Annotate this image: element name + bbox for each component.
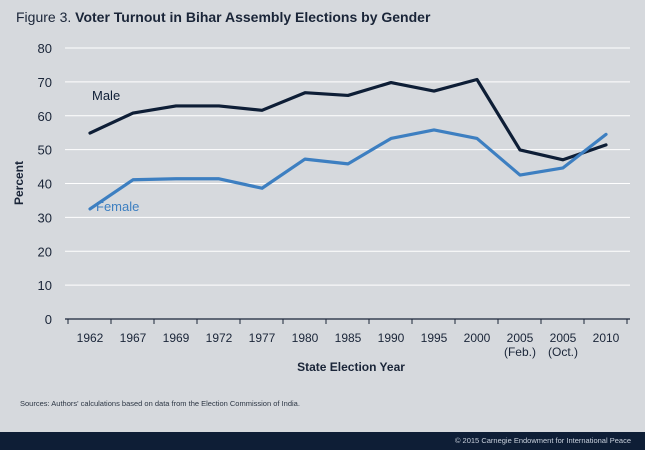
x-tick-label: 1967 — [120, 331, 147, 345]
x-tick-label: 1972 — [206, 331, 233, 345]
x-tick-label: 1969 — [163, 331, 190, 345]
y-tick-label: 80 — [38, 41, 52, 56]
x-axis-label: State Election Year — [297, 360, 405, 374]
x-tick-label: 2005 — [507, 331, 534, 345]
y-axis-ticks: 0 10 20 30 40 50 60 70 80 — [38, 41, 52, 327]
x-axis-ticks: 1962 1967 1969 1972 1977 1980 1985 1990 1995 2000… — [67, 319, 628, 359]
x-tick-label: 1985 — [335, 331, 362, 345]
sources-note: Sources: Authors' calculations based on … — [20, 399, 300, 408]
y-tick-label: 30 — [38, 210, 52, 225]
gridlines — [65, 47, 630, 320]
y-tick-label: 70 — [38, 75, 52, 90]
y-tick-label: 50 — [38, 143, 52, 158]
x-tick-label: 2000 — [464, 331, 491, 345]
y-tick-label: 0 — [45, 312, 52, 327]
x-tick-label: 2005 — [550, 331, 577, 345]
x-tick-label: 1995 — [421, 331, 448, 345]
copyright: © 2015 Carnegie Endowment for Internatio… — [454, 436, 631, 445]
y-axis-label: Percent — [12, 161, 26, 205]
series-line-female — [88, 128, 608, 211]
series-line-male — [88, 77, 608, 162]
y-tick-label: 10 — [38, 278, 52, 293]
series-lines — [88, 77, 608, 211]
y-tick-label: 60 — [38, 109, 52, 124]
x-tick-label: (Oct.) — [548, 345, 578, 359]
legend-label-female: Female — [96, 199, 139, 214]
x-tick-label: (Feb.) — [504, 345, 536, 359]
y-tick-label: 40 — [38, 177, 52, 192]
y-tick-label: 20 — [38, 244, 52, 259]
legend-label-male: Male — [92, 88, 120, 103]
footer-bar: © 2015 Carnegie Endowment for Internatio… — [0, 432, 645, 450]
x-tick-label: 1980 — [292, 331, 319, 345]
figure-number: Figure 3. — [16, 9, 72, 25]
chart-title: Figure 3. Voter Turnout in Bihar Assembl… — [16, 9, 430, 25]
x-tick-label: 2010 — [593, 331, 620, 345]
x-tick-label: 1977 — [249, 331, 276, 345]
x-tick-label: 1962 — [77, 331, 104, 345]
x-tick-label: 1990 — [378, 331, 405, 345]
figure-title: Voter Turnout in Bihar Assembly Election… — [75, 9, 431, 25]
